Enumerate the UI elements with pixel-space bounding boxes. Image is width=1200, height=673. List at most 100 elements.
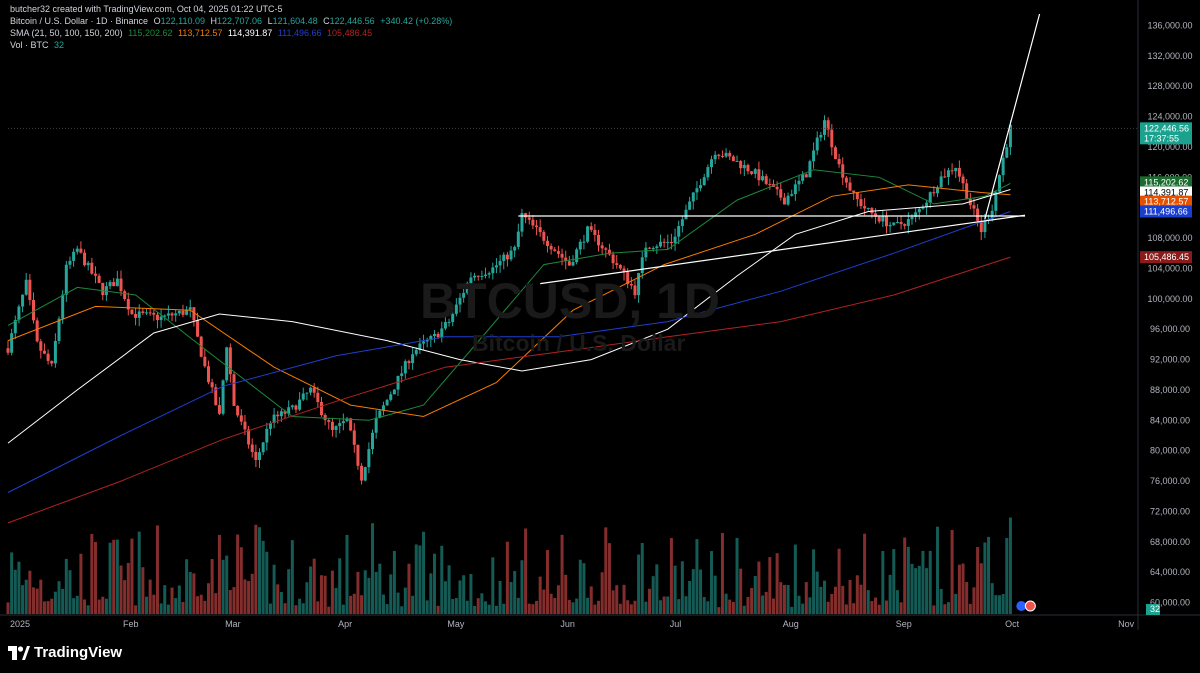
candle-body [327, 420, 331, 422]
candle-body [126, 299, 130, 310]
sma150-value: 111,496.66 [277, 28, 322, 38]
volume-bar [422, 531, 426, 614]
volume-bar [363, 570, 367, 614]
candle-body [611, 254, 615, 264]
candle-body [859, 199, 863, 207]
volume-bar [473, 605, 477, 614]
volume-bar [801, 603, 805, 614]
candle-body [10, 333, 14, 353]
volume-bar [10, 552, 14, 614]
candle-body [983, 220, 987, 233]
volume-bar [287, 569, 291, 614]
tradingview-logo[interactable]: TradingView [8, 644, 122, 661]
y-tick-label: 120,000.00 [1147, 142, 1192, 152]
volume-bar [298, 598, 302, 614]
candle-body [961, 176, 965, 184]
volume-bar [13, 569, 17, 614]
candle-body [994, 191, 998, 211]
volume-bar [6, 602, 10, 614]
candle-body [680, 219, 684, 227]
volume-bar [371, 523, 375, 614]
volume-bar [662, 596, 666, 614]
volume-bar [104, 598, 108, 614]
candle-body [221, 380, 225, 414]
sma100-value: 114,391.87 [227, 28, 273, 38]
sma-legend[interactable]: SMA (21, 50, 100, 150, 200) 115,202.62 1… [10, 28, 375, 39]
volume-bar [148, 579, 152, 614]
volume-bar [972, 587, 976, 614]
candle-body [673, 236, 677, 244]
candle-body [196, 320, 200, 337]
volume-bar [502, 603, 506, 614]
volume-bar [378, 563, 382, 614]
volume-bar [141, 567, 145, 614]
volume-bar [826, 601, 830, 614]
vol-legend[interactable]: Vol · BTC 32 [10, 40, 67, 51]
candle-body [615, 263, 619, 265]
vol-value: 32 [54, 40, 65, 50]
symbol-legend[interactable]: Bitcoin / U.S. Dollar · 1D · Binance O12… [10, 16, 455, 27]
candle-body [155, 314, 159, 321]
volume-bar [458, 580, 462, 614]
volume-bar [268, 603, 272, 614]
volume-bar [411, 595, 415, 614]
volume-bar [265, 551, 269, 614]
volume-bar [669, 537, 673, 614]
volume-bar [188, 572, 192, 614]
volume-bar [367, 577, 371, 614]
symbol-name: Bitcoin / U.S. Dollar · 1D · Binance [10, 16, 149, 26]
y-tick-label: 128,000.00 [1147, 81, 1192, 91]
volume-bar [159, 603, 163, 614]
volume-bar [855, 575, 859, 614]
countdown-tag: 17:37:55 [1144, 133, 1179, 143]
volume-bar [582, 563, 586, 614]
volume-bar [177, 585, 181, 614]
volume-bar [509, 582, 513, 614]
candle-body [232, 374, 236, 406]
volume-bar [677, 599, 681, 614]
candle-body [134, 314, 138, 318]
volume-bar [848, 579, 852, 614]
candle-body [436, 333, 440, 338]
volume-bar [720, 532, 724, 614]
candle-body [159, 316, 163, 321]
candle-body [826, 120, 830, 130]
volume-bar [943, 604, 947, 614]
candle-body [629, 283, 633, 286]
volume-bar [684, 596, 688, 614]
candle-body [837, 158, 841, 165]
x-tick-label: Sep [896, 619, 912, 629]
volume-bar [221, 559, 225, 614]
candle-body [597, 234, 601, 246]
candle-body [936, 187, 940, 194]
us-flag-event-icon [1024, 600, 1036, 612]
candle-body [713, 154, 717, 160]
volume-bar [815, 571, 819, 614]
candle-body [604, 248, 608, 250]
candle-body [418, 343, 422, 350]
volume-bar [1005, 538, 1009, 614]
volume-bar [243, 579, 247, 614]
volume-bar [589, 586, 593, 614]
volume-bar [305, 582, 309, 614]
candle-body [217, 405, 221, 414]
volume-bar [451, 599, 455, 614]
volume-bar [119, 565, 123, 614]
volume-bar [793, 544, 797, 614]
volume-bar [345, 534, 349, 614]
volume-bar [494, 605, 498, 614]
sma200-tag-bg [1140, 251, 1192, 264]
candle-body [170, 313, 174, 316]
volume-bar [819, 586, 823, 614]
sma150-tag: 111,496.66 [1144, 206, 1188, 216]
volume-bar [961, 563, 965, 614]
candle-body [633, 285, 637, 296]
candle-body [524, 213, 528, 218]
candle-body [509, 250, 513, 260]
volume-bar [852, 603, 856, 614]
volume-bar [866, 590, 870, 614]
candle-body [239, 415, 243, 422]
candle-body [429, 335, 433, 341]
volume-bar [480, 593, 484, 614]
